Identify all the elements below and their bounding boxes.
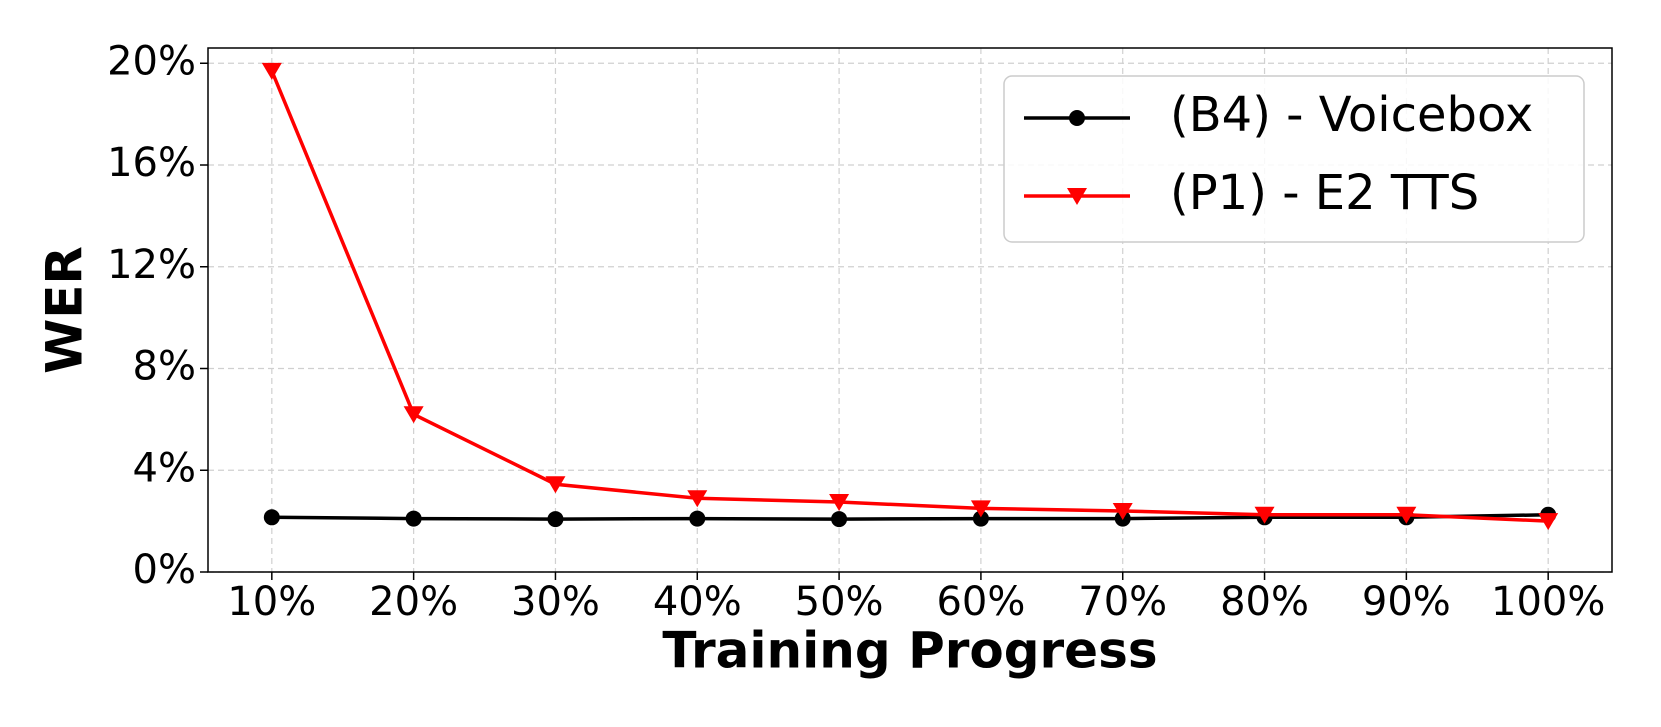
y-tick-label: 16%: [107, 140, 196, 186]
y-axis-label: WER: [36, 246, 94, 374]
marker: [831, 511, 848, 528]
marker: [263, 509, 280, 526]
marker: [547, 511, 564, 528]
marker: [687, 490, 708, 508]
marker: [972, 510, 989, 527]
plot-frame: [207, 47, 1613, 573]
marker: [829, 494, 850, 512]
marker: [261, 62, 282, 80]
marker: [970, 500, 991, 518]
marker: [405, 510, 422, 527]
x-axis-label: Training Progress: [662, 622, 1157, 680]
legend: (B4) - Voicebox (P1) - E2 TTS: [1003, 75, 1585, 243]
x-tick-label: 100%: [1491, 579, 1605, 625]
x-tick-label: 20%: [369, 579, 458, 625]
x-tick-label: 50%: [795, 579, 884, 625]
x-tick-label: 60%: [936, 579, 1025, 625]
x-tick-label: 90%: [1362, 579, 1451, 625]
marker: [403, 406, 424, 424]
x-tick-label: 80%: [1220, 579, 1309, 625]
legend-label: (P1) - E2 TTS: [1170, 165, 1479, 221]
line: [271, 513, 1549, 521]
marker: [1538, 513, 1559, 531]
legend-label: (B4) - Voicebox: [1170, 87, 1533, 143]
y-tick-label: 8%: [133, 344, 196, 390]
y-tick-label: 0%: [133, 547, 196, 593]
y-tick-label: 4%: [133, 445, 196, 491]
y-tick-label: 20%: [107, 38, 196, 84]
marker: [1069, 110, 1085, 126]
x-tick-label: 30%: [511, 579, 600, 625]
line: [270, 70, 1549, 523]
y-tick-label: 12%: [107, 242, 196, 288]
marker: [689, 510, 706, 527]
marker: [1254, 506, 1275, 524]
legend-frame: [1003, 75, 1585, 243]
marker: [545, 476, 566, 494]
marker: [1112, 502, 1133, 520]
marker: [1396, 506, 1417, 524]
x-tick-label: 40%: [653, 579, 742, 625]
x-tick-label: 70%: [1078, 579, 1167, 625]
marker: [1067, 188, 1087, 205]
x-tick-label: 10%: [227, 579, 316, 625]
